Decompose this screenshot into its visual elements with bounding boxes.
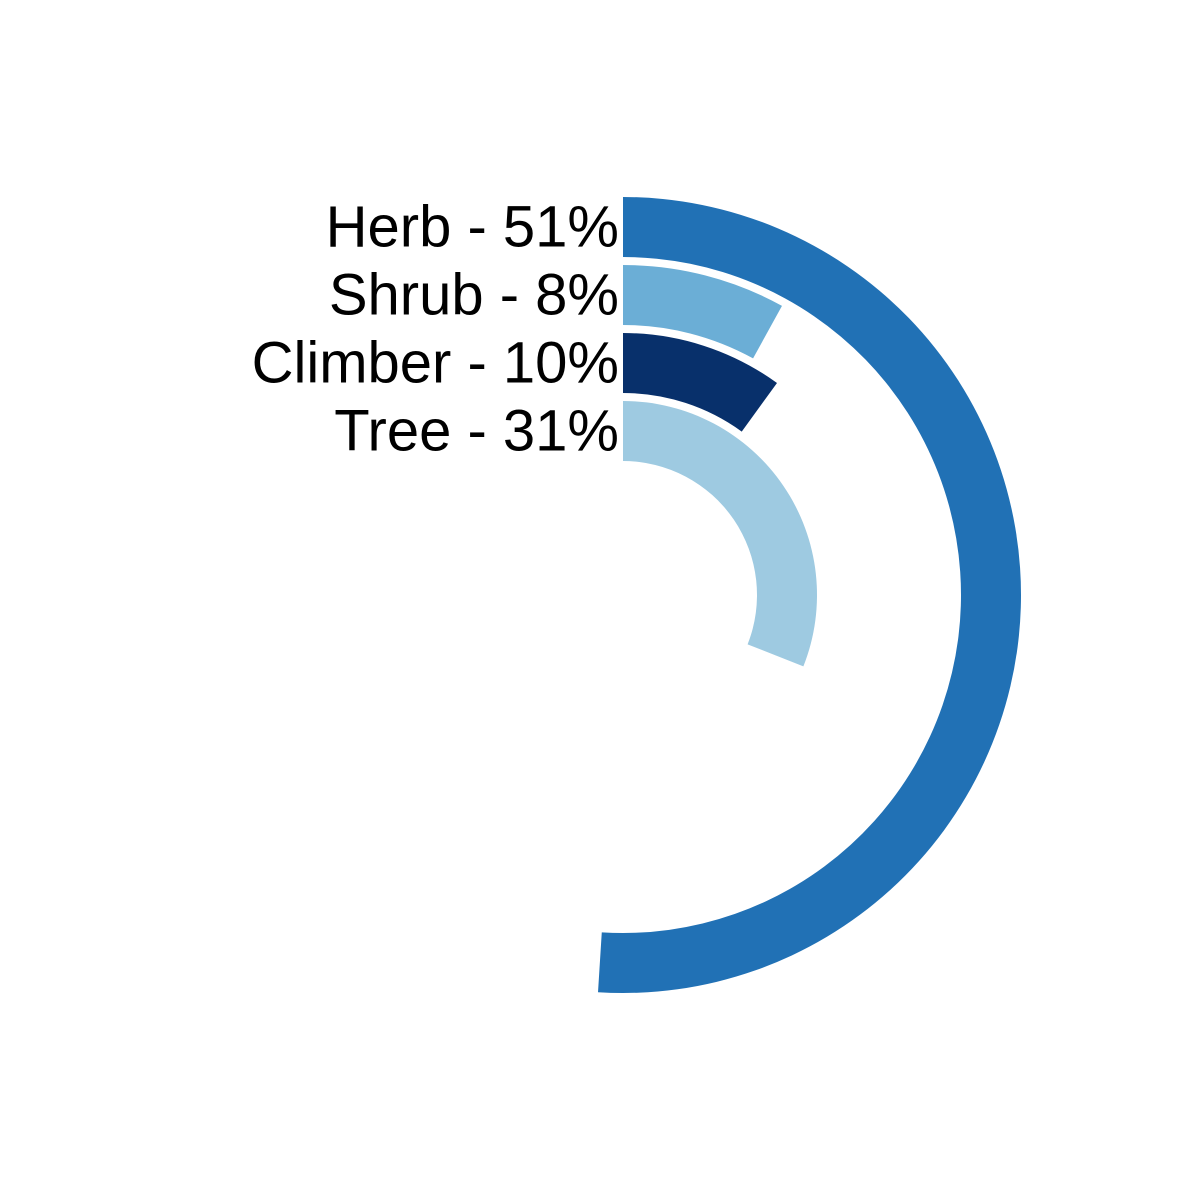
label-tree: Tree - 31% xyxy=(334,399,619,464)
label-shrub: Shrub - 8% xyxy=(329,263,619,328)
bar-climber xyxy=(623,333,777,432)
bars-group xyxy=(598,197,1021,993)
bar-shrub xyxy=(623,265,782,359)
bar-herb xyxy=(598,197,1021,993)
label-herb: Herb - 51% xyxy=(326,195,619,260)
bar-tree xyxy=(623,401,817,667)
label-climber: Climber - 10% xyxy=(252,331,619,396)
labels-group: Herb - 51%Shrub - 8%Climber - 10%Tree - … xyxy=(252,195,619,464)
